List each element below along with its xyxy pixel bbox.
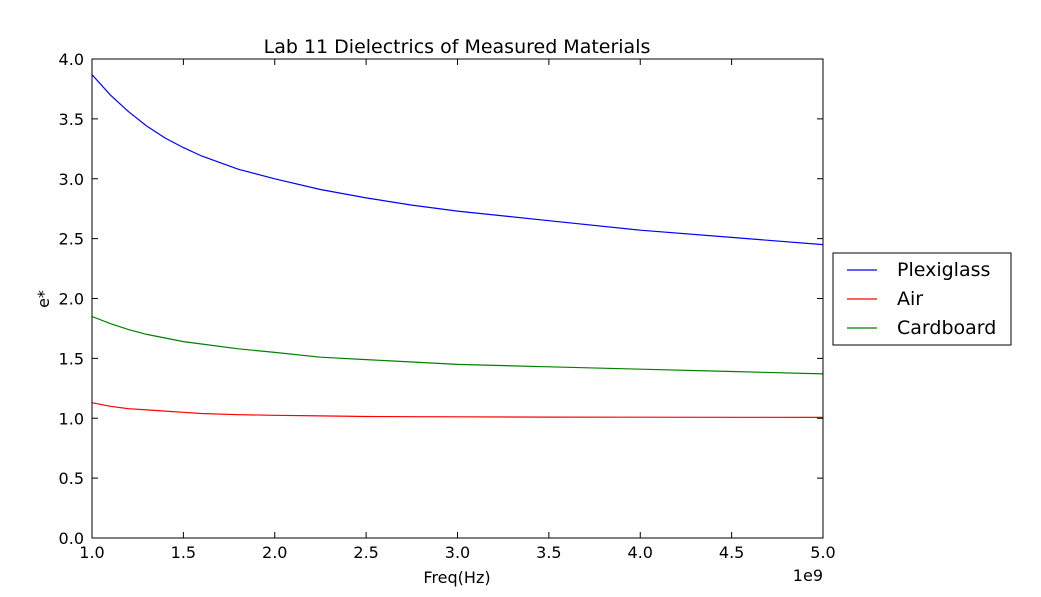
x-tick-label: 1.0	[79, 543, 104, 562]
y-tick-label: 2.5	[59, 230, 84, 249]
y-tick-label: 2.0	[59, 290, 84, 309]
y-tick-label: 1.0	[59, 409, 84, 428]
y-tick-label: 4.0	[59, 50, 84, 69]
y-tick-label: 0.0	[59, 529, 84, 548]
x-axis-offset-label: 1e9	[793, 566, 823, 585]
x-tick-label: 1.5	[171, 543, 196, 562]
y-tick-label: 1.5	[59, 349, 84, 368]
legend-label-air: Air	[897, 288, 923, 310]
series-line-air	[91, 402, 824, 418]
x-tick-label: 4.0	[628, 543, 653, 562]
y-tick-label: 3.5	[59, 110, 84, 129]
x-tick-label: 3.0	[445, 543, 470, 562]
x-tick-label: 2.5	[353, 543, 378, 562]
x-axis: 1.0 1.5 2.0 2.5 3.0 3.5 4.0 4.5 5.0	[79, 59, 836, 562]
x-tick-label: 5.0	[810, 543, 835, 562]
legend: Plexiglass Air Cardboard	[832, 252, 1012, 346]
legend-label-plexiglass: Plexiglass	[897, 259, 990, 281]
x-tick-label: 4.5	[719, 543, 744, 562]
y-tick-label: 3.0	[59, 170, 84, 189]
legend-label-cardboard: Cardboard	[897, 317, 996, 339]
y-axis-label: e*	[34, 290, 53, 308]
x-tick-label: 2.0	[262, 543, 287, 562]
x-tick-label: 3.5	[536, 543, 561, 562]
chart-title: Lab 11 Dielectrics of Measured Materials	[264, 36, 651, 58]
x-axis-label: Freq(Hz)	[423, 568, 490, 587]
plot-area	[91, 74, 824, 418]
series-line-cardboard	[91, 315, 824, 375]
y-tick-label: 0.5	[59, 469, 84, 488]
plot-frame	[91, 58, 824, 539]
y-axis: 0.0 0.5 1.0 1.5 2.0 2.5 3.0 3.5 4.0	[59, 50, 823, 548]
series-line-plexiglass	[91, 74, 824, 246]
